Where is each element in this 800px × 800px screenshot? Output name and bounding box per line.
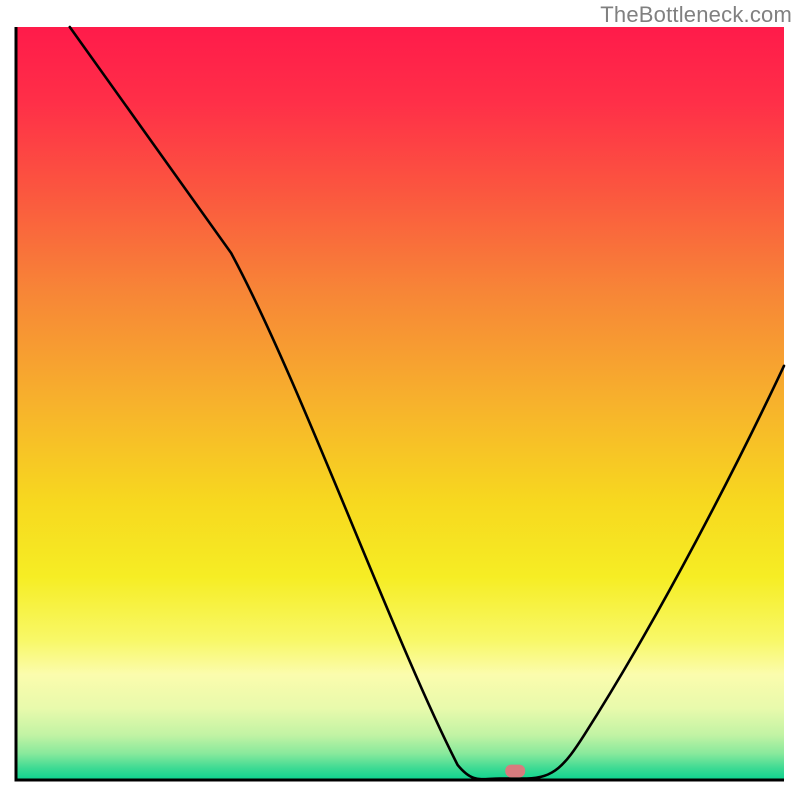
chart-container: TheBottleneck.com [0,0,800,800]
bottleneck-curve-chart [0,0,800,800]
watermark-text: TheBottleneck.com [600,2,792,28]
gradient-background [16,27,784,780]
optimal-point-marker [505,765,525,778]
